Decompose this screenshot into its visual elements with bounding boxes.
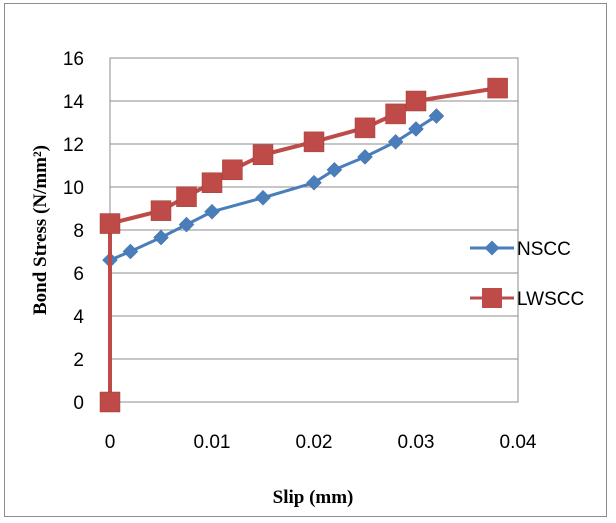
legend: NSCC LWSCC (470, 239, 584, 310)
legend-item-nscc: NSCC (470, 239, 571, 260)
x-tick-label: 0.04 (500, 432, 537, 453)
legend-marker-nscc (484, 240, 500, 256)
data-point-lwscc (222, 159, 243, 181)
legend-label-lwscc: LWSCC (517, 289, 584, 310)
y-axis-title: Bond Stress (N/mm²) (30, 145, 51, 315)
data-point-nscc (387, 133, 404, 150)
x-tick-label: 0 (105, 432, 116, 453)
x-axis-title: Slip (mm) (273, 487, 354, 508)
data-point-lwscc (150, 200, 172, 221)
data-point-lwscc (354, 117, 376, 139)
y-tick-label: 6 (73, 264, 84, 285)
data-point-nscc (408, 121, 424, 137)
x-tick-label: 0.01 (194, 432, 231, 453)
y-tick-label: 2 (73, 350, 84, 371)
data-point-nscc (122, 243, 139, 260)
data-point-lwscc (99, 213, 121, 234)
data-point-nscc (306, 174, 322, 191)
data-point-lwscc (176, 186, 197, 207)
y-tick-label: 10 (63, 178, 84, 199)
y-tick-labels: 0 2 4 6 8 10 12 14 16 (63, 49, 85, 414)
data-point-nscc (255, 189, 271, 206)
y-tick-label: 4 (73, 307, 84, 328)
x-tick-label: 0.02 (296, 432, 333, 453)
data-point-lwscc (252, 144, 274, 165)
legend-label-nscc: NSCC (517, 239, 571, 260)
data-point-lwscc (487, 77, 508, 99)
data-point-lwscc (201, 172, 223, 193)
data-point-lwscc (303, 131, 325, 153)
legend-item-lwscc: LWSCC (470, 288, 584, 310)
data-point-nscc (357, 149, 373, 165)
legend-marker-lwscc (482, 288, 502, 308)
data-point-nscc (326, 161, 343, 178)
y-tick-label: 14 (63, 92, 85, 113)
x-tick-labels: 0 0.01 0.02 0.03 0.04 (105, 432, 537, 453)
data-point-nscc (428, 108, 445, 124)
series-group (99, 77, 508, 413)
y-tick-label: 16 (63, 49, 84, 70)
data-point-lwscc (99, 391, 121, 413)
data-point-nscc (153, 229, 169, 246)
y-tick-label: 12 (63, 135, 84, 156)
data-point-lwscc (405, 90, 427, 112)
data-point-nscc (178, 216, 195, 233)
y-tick-label: 0 (73, 393, 84, 414)
data-point-lwscc (385, 103, 406, 125)
y-tick-label: 8 (73, 221, 84, 242)
x-tick-label: 0.03 (398, 432, 435, 453)
data-point-nscc (204, 203, 220, 220)
